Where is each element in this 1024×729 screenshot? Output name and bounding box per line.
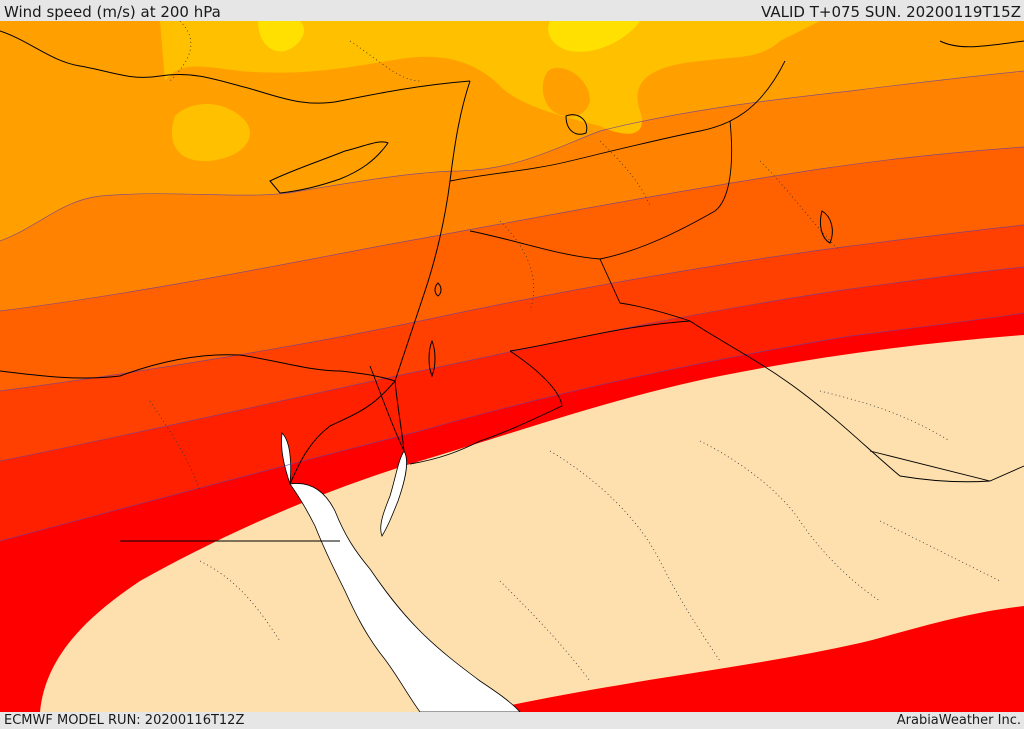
contour-3 — [0, 224, 1024, 392]
border-iraq-saudi — [509, 320, 991, 483]
wind-band-min — [258, 21, 640, 52]
wind-band-south — [480, 609, 1024, 712]
country-borders — [120, 60, 1024, 542]
wind-band-1 — [160, 21, 820, 162]
map-title: Wind speed (m/s) at 200 hPa — [4, 3, 221, 21]
border-turkey-syria — [449, 60, 786, 182]
coastlines — [0, 30, 1024, 485]
border-jordan-saudi — [409, 350, 563, 465]
coast-dead-sea — [428, 339, 436, 378]
land-arabia — [40, 335, 1024, 712]
footer-bar: ECMWF MODEL RUN: 20200116T12Z ArabiaWeat… — [0, 712, 1024, 729]
coast-caspian-south — [939, 40, 1024, 48]
valid-time: VALID T+075 SUN. 20200119T15Z — [761, 3, 1021, 21]
wind-speed-map — [0, 21, 1024, 712]
coast-turkey — [0, 30, 471, 104]
contour-2 — [0, 146, 1024, 312]
border-syria-iraq — [469, 230, 691, 322]
red-sea — [289, 483, 521, 712]
gulf-of-aqaba — [380, 450, 407, 537]
coast-lake-urmia — [819, 210, 833, 244]
coast-levant — [394, 80, 471, 382]
contour-5 — [0, 312, 1024, 542]
coast-cyprus — [269, 141, 389, 194]
coast-sea-of-galilee — [434, 282, 442, 297]
wind-band-2 — [0, 21, 1024, 241]
border-egypt-israel — [369, 365, 405, 452]
credit: ArabiaWeather Inc. — [896, 713, 1021, 728]
coast-lake-van — [565, 114, 588, 135]
wind-contours — [0, 70, 1024, 542]
border-saudi-yemen — [869, 450, 1024, 482]
contour-1 — [0, 70, 1024, 242]
model-run: ECMWF MODEL RUN: 20200116T12Z — [4, 713, 245, 728]
province-borders — [149, 21, 1001, 682]
header-bar: Wind speed (m/s) at 200 hPa VALID T+075 … — [0, 0, 1024, 21]
border-iraq-iran — [599, 120, 733, 260]
coast-egypt-libya — [0, 354, 396, 382]
coast-sinai — [289, 379, 405, 485]
